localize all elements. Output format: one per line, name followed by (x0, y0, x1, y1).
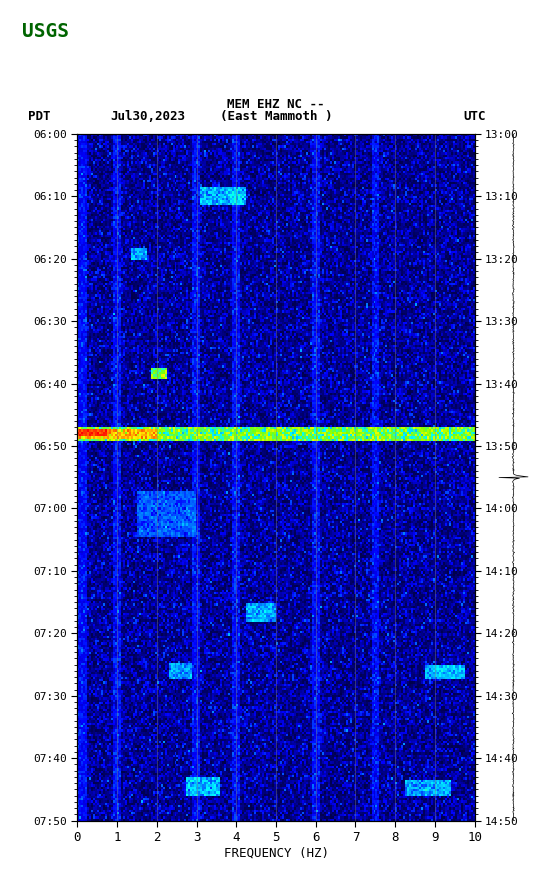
X-axis label: FREQUENCY (HZ): FREQUENCY (HZ) (224, 847, 328, 860)
Text: PDT: PDT (28, 110, 50, 123)
Text: (East Mammoth ): (East Mammoth ) (220, 110, 332, 123)
Text: Jul30,2023: Jul30,2023 (110, 110, 185, 123)
Text: USGS: USGS (22, 22, 69, 41)
Text: UTC: UTC (463, 110, 486, 123)
Text: MEM EHZ NC --: MEM EHZ NC -- (227, 98, 325, 112)
